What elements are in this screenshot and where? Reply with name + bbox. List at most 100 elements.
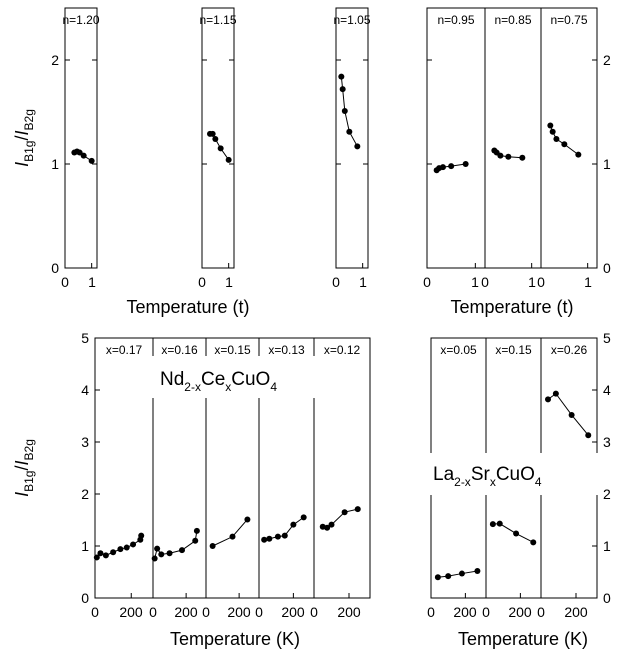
panel-frame xyxy=(94,337,154,599)
data-point xyxy=(497,152,504,159)
data-point xyxy=(338,73,345,80)
data-point xyxy=(300,514,307,521)
panel-label: x=0.15 xyxy=(495,343,532,357)
x-axis-title: Temperature (t) xyxy=(126,297,249,317)
y-tick-label: 4 xyxy=(81,382,89,398)
panel-label: x=0.26 xyxy=(551,343,588,357)
y-tick-label: 3 xyxy=(81,434,89,450)
x-tick-label: 1 xyxy=(584,274,592,290)
compound-label: Nd2-xCexCuO4 xyxy=(160,369,277,394)
annotation-bg xyxy=(429,453,599,495)
panel-label: n=1.20 xyxy=(62,13,99,27)
y-axis-title: IB1g/IB2g xyxy=(12,109,36,167)
data-point xyxy=(341,509,348,516)
panel-frame xyxy=(484,7,542,269)
data-point xyxy=(97,550,104,557)
y-tick-label: 1 xyxy=(603,156,611,172)
x-tick-label: 0 xyxy=(332,274,340,290)
series-line xyxy=(492,523,534,543)
panel-label: n=0.85 xyxy=(494,13,531,27)
data-point xyxy=(229,533,236,540)
data-point xyxy=(552,390,559,397)
data-point xyxy=(244,516,251,523)
data-point xyxy=(212,136,219,143)
data-point xyxy=(458,570,465,577)
x-tick-label: 0 xyxy=(149,604,157,620)
panel-label: x=0.13 xyxy=(268,343,305,357)
y-tick-label: 2 xyxy=(603,486,611,502)
data-point xyxy=(553,136,560,143)
data-point xyxy=(549,128,556,135)
panel-label: n=0.95 xyxy=(437,13,474,27)
x-tick-label: 1 xyxy=(359,274,367,290)
panel-label: x=0.05 xyxy=(440,343,477,357)
y-tick-label: 1 xyxy=(51,156,59,172)
y-tick-label: 0 xyxy=(603,590,611,606)
panel-frame xyxy=(335,7,369,269)
data-point xyxy=(519,154,526,161)
data-point xyxy=(354,143,361,150)
panel-label: n=1.15 xyxy=(199,13,236,27)
data-point xyxy=(561,141,568,148)
data-point xyxy=(281,532,288,539)
data-point xyxy=(575,151,582,158)
data-point xyxy=(123,544,130,551)
x-tick-label: 0 xyxy=(255,604,263,620)
data-point xyxy=(209,543,216,549)
data-point xyxy=(324,524,331,531)
x-tick-label: 0 xyxy=(91,604,99,620)
data-point xyxy=(505,153,512,160)
y-tick-label: 0 xyxy=(51,260,59,276)
panel-label: x=0.17 xyxy=(106,343,143,357)
x-tick-label: 200 xyxy=(227,604,251,620)
x-tick-label: 0 xyxy=(537,274,545,290)
x-axis-title: Temperature (t) xyxy=(450,297,573,317)
data-point xyxy=(346,128,353,135)
x-tick-label: 0 xyxy=(482,604,490,620)
y-tick-label: 4 xyxy=(603,382,611,398)
y-axis-title: IB1g/IB2g xyxy=(12,439,36,497)
panel-label: n=0.75 xyxy=(550,13,587,27)
data-point xyxy=(341,107,348,114)
data-point xyxy=(545,396,551,403)
y-tick-label: 2 xyxy=(51,52,59,68)
data-point xyxy=(489,521,496,528)
data-point xyxy=(138,532,145,539)
x-tick-label: 0 xyxy=(423,274,431,290)
panel-label: n=1.05 xyxy=(333,13,370,27)
data-point xyxy=(274,533,281,540)
data-point xyxy=(585,432,592,439)
x-tick-label: 0 xyxy=(198,274,206,290)
x-tick-label: 0 xyxy=(202,604,210,620)
y-tick-label: 1 xyxy=(603,538,611,554)
data-point xyxy=(496,520,503,527)
data-point xyxy=(88,157,95,164)
data-point xyxy=(354,506,361,513)
panel-label: x=0.12 xyxy=(324,343,361,357)
data-point xyxy=(513,530,520,537)
data-point xyxy=(80,152,87,159)
x-tick-label: 1 xyxy=(88,274,96,290)
x-tick-label: 1 xyxy=(471,274,479,290)
x-axis-title: Temperature (K) xyxy=(458,629,588,649)
panel-frame xyxy=(313,337,371,599)
data-point xyxy=(93,554,100,561)
x-tick-label: 200 xyxy=(508,604,532,620)
x-axis-title: Temperature (K) xyxy=(170,629,300,649)
data-point xyxy=(130,541,137,548)
data-point xyxy=(439,164,446,171)
data-point xyxy=(448,163,455,170)
data-point xyxy=(102,552,109,559)
y-tick-label: 5 xyxy=(603,330,611,346)
data-point xyxy=(192,537,199,544)
annotation-bg xyxy=(152,356,357,398)
x-tick-label: 200 xyxy=(281,604,305,620)
data-point xyxy=(530,539,537,546)
data-point xyxy=(434,574,441,581)
data-point xyxy=(110,549,117,556)
data-point xyxy=(117,546,124,553)
panel-frame xyxy=(426,7,486,269)
panel-frame xyxy=(64,7,98,269)
data-point xyxy=(261,536,268,543)
y-tick-label: 0 xyxy=(81,590,89,606)
